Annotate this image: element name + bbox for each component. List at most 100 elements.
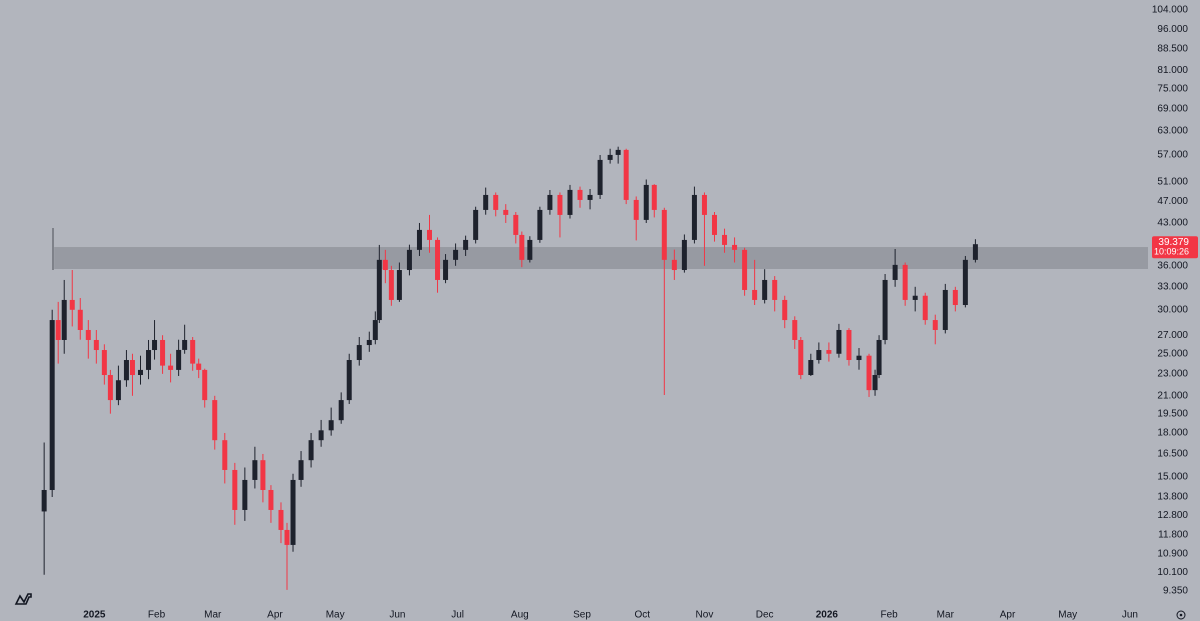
settings-gear[interactable] (1176, 610, 1186, 620)
y-tick-label: 10.900 (1157, 549, 1188, 560)
candle-body (932, 320, 938, 330)
candle-body (577, 189, 583, 200)
candle-body (406, 249, 412, 271)
x-tick-label: Mar (204, 610, 222, 621)
x-tick-label: 2026 (816, 610, 839, 621)
candle-body (232, 469, 238, 510)
candle-body (222, 440, 228, 470)
y-tick-label: 15.000 (1157, 472, 1188, 483)
logo[interactable] (14, 593, 32, 605)
x-tick-label: Nov (696, 610, 714, 621)
candle-body (416, 229, 422, 250)
y-tick-label: 19.500 (1157, 408, 1188, 419)
candle-body (346, 360, 352, 401)
candle-body (284, 529, 290, 545)
x-tick-label: Dec (756, 610, 774, 621)
y-tick-label: 11.800 (1158, 529, 1188, 540)
candle-body (882, 279, 888, 340)
x-tick-label: Apr (267, 610, 283, 621)
candle-body (643, 184, 649, 220)
candle-body (513, 214, 519, 235)
candle-body (567, 189, 573, 215)
logo-mark[interactable] (14, 593, 32, 605)
x-tick-label: Jun (1122, 610, 1138, 621)
candle-body (49, 320, 55, 490)
candle-body (902, 264, 908, 300)
y-tick-label: 63.000 (1157, 126, 1188, 137)
candle-body (527, 239, 533, 260)
candle-body (260, 460, 266, 490)
candle-body (587, 194, 593, 200)
candle-body (388, 270, 394, 300)
y-tick-label: 18.000 (1157, 428, 1188, 439)
candle-body (483, 194, 489, 210)
y-tick-label: 96.000 (1157, 24, 1188, 35)
candle-body (962, 259, 968, 306)
candle-body (152, 339, 158, 351)
y-tick-label: 104.000 (1152, 5, 1189, 16)
candle-body (268, 489, 274, 510)
candle-body (671, 259, 677, 271)
candle-body (722, 234, 728, 245)
x-tick-label: May (326, 610, 345, 621)
zone-band (54, 247, 1149, 269)
y-tick-label: 33.000 (1157, 281, 1188, 292)
candle-body (366, 339, 372, 346)
y-tick-label: 12.800 (1157, 510, 1188, 521)
candle-body (711, 214, 717, 235)
candle-body (242, 479, 248, 510)
settings-icon[interactable] (1176, 610, 1186, 620)
candle-body (732, 244, 738, 250)
candle-body (651, 184, 657, 210)
candle-body (396, 270, 402, 300)
candle-body (85, 329, 91, 340)
candle-body (633, 199, 639, 220)
candle-body (202, 369, 208, 401)
candle-body (382, 259, 388, 271)
candle-body (137, 369, 143, 376)
candle-body (701, 194, 707, 215)
candle-body (107, 375, 113, 401)
candle-body (129, 360, 135, 376)
y-tick-label: 16.500 (1157, 449, 1188, 460)
candle-body (41, 489, 47, 512)
candle-body (597, 159, 603, 195)
x-tick-label: Feb (148, 610, 166, 621)
candle-body (623, 149, 629, 200)
candle-body (503, 209, 509, 215)
candle-body (892, 264, 898, 280)
candle-body (537, 209, 543, 240)
candle-body (836, 329, 842, 354)
candle-body (190, 339, 196, 364)
x-tick-label: Aug (511, 610, 529, 621)
candle-body (615, 149, 621, 155)
candle-body (252, 460, 258, 480)
y-tick-label: 23.000 (1157, 369, 1188, 380)
candle-body (168, 365, 174, 370)
x-tick-label: Feb (880, 610, 898, 621)
y-tick-label: 57.000 (1157, 150, 1188, 161)
candle-body (519, 234, 525, 260)
y-tick-label: 13.800 (1157, 492, 1188, 503)
y-tick-label: 47.000 (1157, 196, 1188, 207)
settings-gear-core[interactable] (1179, 613, 1183, 617)
y-tick-label: 9.350 (1163, 586, 1188, 597)
candle-body (290, 479, 296, 545)
candle-body (547, 194, 553, 210)
candle-body (376, 259, 382, 321)
candle-body (691, 194, 697, 240)
candle-body (308, 440, 314, 461)
candle-body (922, 295, 928, 321)
y-tick-label: 75.000 (1157, 83, 1188, 94)
last-price-box (1152, 236, 1198, 259)
candle-body (742, 249, 748, 290)
y-tick-label: 25.000 (1157, 348, 1188, 359)
candle-body (772, 279, 778, 300)
candle-body (816, 350, 822, 361)
candle-body (318, 430, 324, 441)
candle-body (146, 350, 152, 370)
x-tick-label: Mar (937, 610, 955, 621)
y-tick-label: 21.000 (1157, 390, 1188, 401)
